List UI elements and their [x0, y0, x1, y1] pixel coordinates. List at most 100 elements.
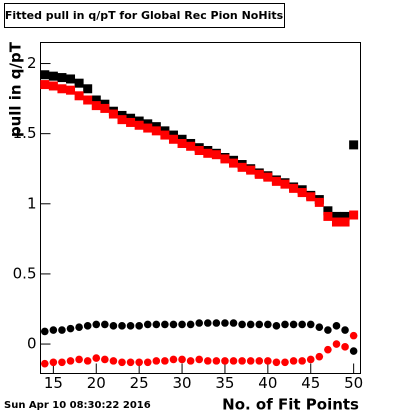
circle-marker: [315, 323, 324, 332]
square-marker: [297, 188, 307, 198]
circle-marker: [126, 322, 135, 330]
circle-marker: [58, 358, 66, 367]
circle-marker: [101, 355, 109, 364]
y-axis-label: pull in q/pT: [7, 41, 25, 137]
circle-marker: [272, 358, 281, 367]
square-marker: [117, 115, 127, 125]
square-marker: [340, 217, 350, 227]
circle-marker: [135, 358, 143, 367]
circle-marker: [221, 319, 229, 327]
circle-marker: [349, 347, 358, 355]
circle-marker: [221, 357, 229, 365]
square-marker: [229, 158, 239, 168]
square-marker: [289, 183, 299, 193]
square-marker: [74, 78, 84, 88]
circle-marker: [66, 357, 75, 365]
circle-marker: [49, 326, 58, 334]
y-tick-label: 1.5: [13, 124, 37, 142]
square-marker: [237, 162, 247, 172]
circle-marker: [341, 326, 349, 334]
square-marker: [126, 117, 136, 127]
square-marker: [100, 103, 110, 113]
circle-marker: [264, 357, 272, 365]
circle-marker: [126, 358, 135, 367]
circle-marker: [289, 320, 298, 329]
circle-marker: [203, 357, 212, 365]
square-marker: [48, 71, 58, 81]
circle-marker: [238, 320, 246, 329]
circle-marker: [152, 320, 161, 329]
circle-marker: [289, 357, 298, 365]
x-tick-label: 45: [301, 374, 320, 392]
circle-marker: [349, 331, 358, 340]
circle-marker: [186, 357, 195, 365]
circle-marker: [281, 358, 289, 367]
circle-marker: [135, 322, 143, 330]
circle-marker: [118, 358, 126, 367]
circle-marker: [49, 358, 58, 367]
circle-marker: [203, 319, 212, 327]
square-marker: [40, 80, 50, 90]
circle-marker: [83, 322, 92, 330]
y-tick-label: 0: [27, 335, 37, 353]
square-marker: [91, 101, 101, 111]
circle-marker: [195, 355, 204, 364]
circle-marker: [92, 354, 101, 362]
square-marker: [186, 141, 196, 151]
square-marker: [280, 179, 290, 189]
square-marker: [151, 126, 161, 136]
circle-marker: [152, 357, 161, 365]
circle-marker: [195, 319, 204, 327]
square-marker: [349, 140, 359, 150]
circle-marker: [40, 359, 49, 368]
square-marker: [220, 154, 230, 164]
square-marker: [143, 123, 153, 133]
circle-marker: [281, 320, 289, 329]
x-tick-label: 35: [215, 374, 234, 392]
footer-date: Sun Apr 10 08:30:22 2016: [4, 400, 151, 411]
square-marker: [349, 210, 359, 220]
square-marker: [83, 84, 93, 94]
x-tick-label: 50: [344, 374, 363, 392]
circle-marker: [58, 326, 66, 334]
square-marker: [314, 197, 324, 207]
square-marker: [263, 172, 273, 182]
square-marker: [66, 74, 76, 84]
square-marker: [340, 211, 350, 221]
x-tick-label: 30: [173, 374, 192, 392]
x-tick-label: 40: [258, 374, 277, 392]
square-marker: [160, 130, 170, 140]
square-marker: [74, 91, 84, 101]
square-marker: [83, 95, 93, 105]
frame: [40, 42, 361, 374]
square-marker: [194, 145, 204, 155]
circle-marker: [332, 340, 341, 348]
circle-marker: [75, 355, 83, 364]
circle-marker: [83, 357, 92, 365]
circle-marker: [306, 355, 315, 364]
circle-marker: [118, 322, 126, 330]
circle-marker: [229, 357, 238, 365]
circle-marker: [109, 357, 118, 365]
circle-marker: [169, 320, 178, 329]
circle-marker: [341, 343, 349, 351]
circle-marker: [255, 357, 264, 365]
circle-marker: [92, 320, 101, 329]
y-tick-label: 1: [27, 194, 37, 212]
circle-marker: [161, 357, 169, 365]
circle-marker: [332, 322, 341, 330]
circle-marker: [161, 320, 169, 329]
x-tick-label: 25: [130, 374, 149, 392]
square-marker: [57, 84, 67, 94]
circle-marker: [143, 320, 152, 329]
square-marker: [177, 138, 187, 148]
square-marker: [306, 192, 316, 202]
square-marker: [254, 169, 264, 179]
square-marker: [91, 95, 101, 105]
circle-marker: [264, 320, 272, 329]
circle-marker: [306, 320, 315, 329]
square-marker: [66, 85, 76, 95]
circle-marker: [169, 355, 178, 364]
circle-marker: [75, 323, 83, 332]
